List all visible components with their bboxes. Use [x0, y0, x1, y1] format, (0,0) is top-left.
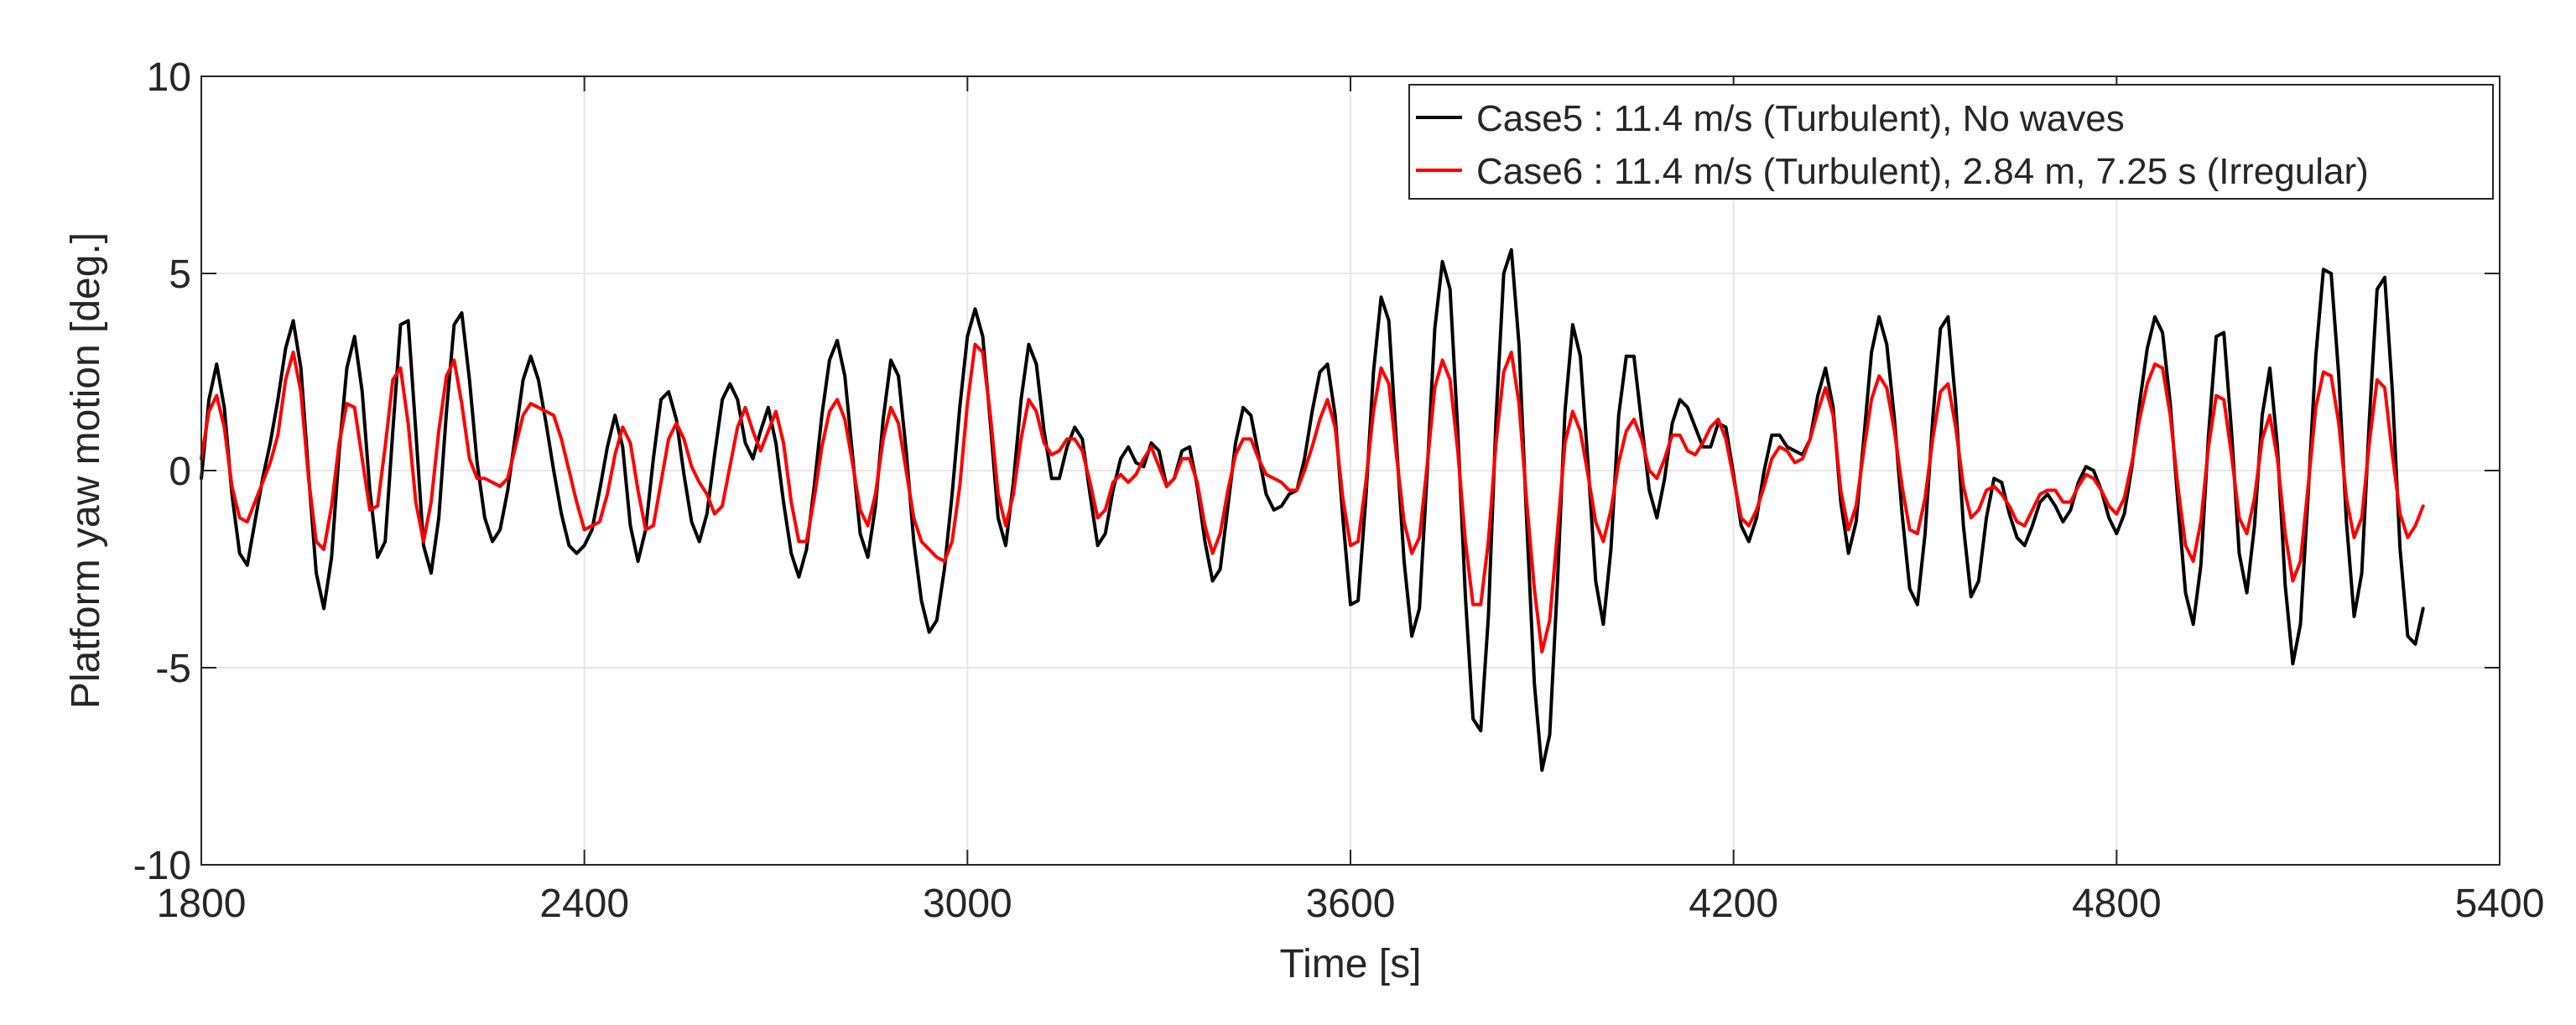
y-tick-label: -10: [133, 844, 191, 888]
x-tick-label: 2400: [539, 882, 629, 926]
series-line-case5: [200, 247, 2425, 773]
legend-label-case6: Case6 : 11.4 m/s (Turbulent), 2.84 m, 7.…: [1476, 151, 2369, 192]
series-line-case6: [200, 342, 2425, 654]
x-tick-label: 5400: [2455, 882, 2545, 926]
x-tick-label: 1800: [157, 882, 247, 926]
x-tick-label: 3000: [923, 882, 1012, 926]
x-tick-label: 4800: [2072, 882, 2162, 926]
y-tick-label: 5: [169, 252, 191, 297]
y-tick-label: -5: [155, 647, 191, 691]
x-axis: 1800 2400 3000 3600 4200 4800 5400: [157, 76, 2545, 926]
legend-box: [1408, 84, 2494, 200]
x-tick-label: 4200: [1689, 882, 1778, 926]
legend: Case5 : 11.4 m/s (Turbulent), No waves C…: [1408, 84, 2494, 200]
x-axis-label: Time [s]: [1280, 942, 1422, 986]
y-axis: -10 -5 0 5 10: [133, 55, 2500, 888]
y-tick-label: 0: [169, 450, 191, 494]
legend-label-case5: Case5 : 11.4 m/s (Turbulent), No waves: [1476, 98, 2125, 139]
y-axis-label: Platform yaw motion [deg.]: [64, 232, 108, 709]
y-tick-label: 10: [147, 55, 191, 100]
series-layer: [200, 247, 2425, 773]
x-tick-label: 3600: [1306, 882, 1396, 926]
